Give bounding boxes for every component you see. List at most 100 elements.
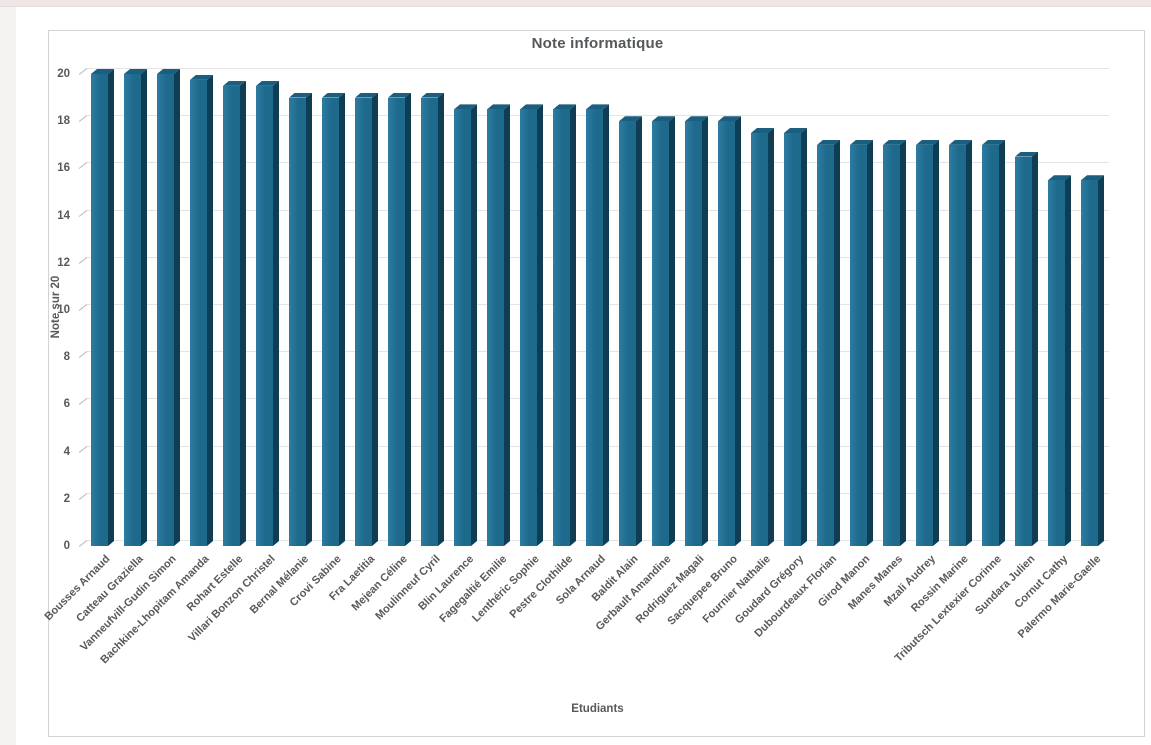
bar-top-face bbox=[190, 75, 213, 80]
bar bbox=[685, 116, 708, 546]
bar-side-face bbox=[735, 116, 741, 546]
bar-top-face bbox=[685, 116, 708, 121]
bar-top-face bbox=[817, 140, 840, 145]
y-tick-label: 4 bbox=[63, 445, 70, 458]
y-tick-label: 2 bbox=[63, 492, 70, 505]
bar-front-face bbox=[751, 133, 768, 546]
bar-side-face bbox=[471, 104, 477, 546]
bar-top-face bbox=[388, 93, 411, 98]
bar bbox=[817, 140, 840, 546]
y-tick-label: 6 bbox=[63, 398, 70, 411]
x-tick-label: Sundara Julien bbox=[972, 553, 1037, 618]
bar-side-face bbox=[933, 140, 939, 546]
bar-front-face bbox=[817, 144, 834, 546]
bar-top-face bbox=[454, 104, 477, 109]
bar-side-face bbox=[570, 104, 576, 546]
plot-area: 0 2 4 6 8 10 12 14 16 18 20 bbox=[57, 68, 1109, 552]
bar-side-face bbox=[669, 116, 675, 546]
bar-side-face bbox=[801, 128, 807, 546]
x-axis-title: Etudiants bbox=[571, 703, 624, 715]
bar-front-face bbox=[949, 144, 966, 546]
bar-front-face bbox=[883, 144, 900, 546]
bar-front-face bbox=[1081, 180, 1098, 546]
bar-top-face bbox=[916, 140, 939, 145]
bar-side-face bbox=[966, 140, 972, 546]
bar-top-face bbox=[553, 104, 576, 109]
bar bbox=[982, 140, 1005, 546]
bar bbox=[256, 81, 279, 546]
bar-front-face bbox=[289, 97, 306, 546]
bar-side-face bbox=[603, 104, 609, 546]
bar-front-face bbox=[718, 121, 735, 546]
bar-top-face bbox=[751, 128, 774, 133]
bar-front-face bbox=[685, 121, 702, 546]
bar-side-face bbox=[207, 75, 213, 546]
y-tick-label: 16 bbox=[57, 162, 70, 175]
y-axis-tick bbox=[78, 492, 88, 500]
bar-top-face bbox=[949, 140, 972, 145]
bar bbox=[520, 104, 543, 546]
bar bbox=[586, 104, 609, 546]
y-tick-label: 14 bbox=[57, 209, 70, 222]
y-axis-tick bbox=[78, 351, 88, 359]
bar bbox=[454, 104, 477, 546]
bar-top-face bbox=[850, 140, 873, 145]
top-strip bbox=[0, 0, 1151, 7]
bar bbox=[388, 93, 411, 546]
y-axis-tick bbox=[78, 115, 88, 123]
bar-top-face bbox=[421, 93, 444, 98]
bar-side-face bbox=[999, 140, 1005, 546]
bar bbox=[91, 69, 114, 546]
bar bbox=[157, 69, 180, 546]
bar-side-face bbox=[306, 93, 312, 546]
bar bbox=[355, 93, 378, 546]
y-tick-label: 20 bbox=[57, 68, 70, 80]
bar-front-face bbox=[850, 144, 867, 546]
bar-front-face bbox=[916, 144, 933, 546]
bar-top-face bbox=[124, 69, 147, 74]
bar-side-face bbox=[504, 104, 510, 546]
bar-side-face bbox=[537, 104, 543, 546]
y-axis-tick bbox=[78, 209, 88, 217]
bar-top-face bbox=[520, 104, 543, 109]
y-tick-label: 18 bbox=[57, 115, 70, 128]
bar-side-face bbox=[372, 93, 378, 546]
bar-top-face bbox=[619, 116, 642, 121]
bar bbox=[487, 104, 510, 546]
bar bbox=[949, 140, 972, 546]
bar-front-face bbox=[223, 85, 240, 546]
bar-front-face bbox=[553, 109, 570, 546]
bar bbox=[850, 140, 873, 546]
bar-front-face bbox=[322, 97, 339, 546]
gridline bbox=[86, 68, 1109, 69]
bar bbox=[553, 104, 576, 546]
bar bbox=[652, 116, 675, 546]
bar-front-face bbox=[652, 121, 669, 546]
bar-side-face bbox=[834, 140, 840, 546]
bar-front-face bbox=[586, 109, 603, 546]
bar-front-face bbox=[91, 74, 108, 546]
bar-front-face bbox=[619, 121, 636, 546]
bar bbox=[718, 116, 741, 546]
bar-top-face bbox=[718, 116, 741, 121]
bar-side-face bbox=[900, 140, 906, 546]
bar-front-face bbox=[454, 109, 471, 546]
bar bbox=[421, 93, 444, 546]
bar bbox=[1048, 175, 1071, 546]
bar-front-face bbox=[388, 97, 405, 546]
bar-front-face bbox=[982, 144, 999, 546]
bar bbox=[124, 69, 147, 546]
bar-front-face bbox=[355, 97, 372, 546]
bar-top-face bbox=[982, 140, 1005, 145]
bar-top-face bbox=[157, 69, 180, 74]
bar bbox=[322, 93, 345, 546]
bar-front-face bbox=[1048, 180, 1065, 546]
bar-side-face bbox=[108, 69, 114, 546]
bar-top-face bbox=[652, 116, 675, 121]
y-axis-tick bbox=[78, 68, 88, 75]
bar-side-face bbox=[339, 93, 345, 546]
bar-side-face bbox=[141, 69, 147, 546]
bar-front-face bbox=[190, 79, 207, 546]
bar-side-face bbox=[768, 128, 774, 546]
